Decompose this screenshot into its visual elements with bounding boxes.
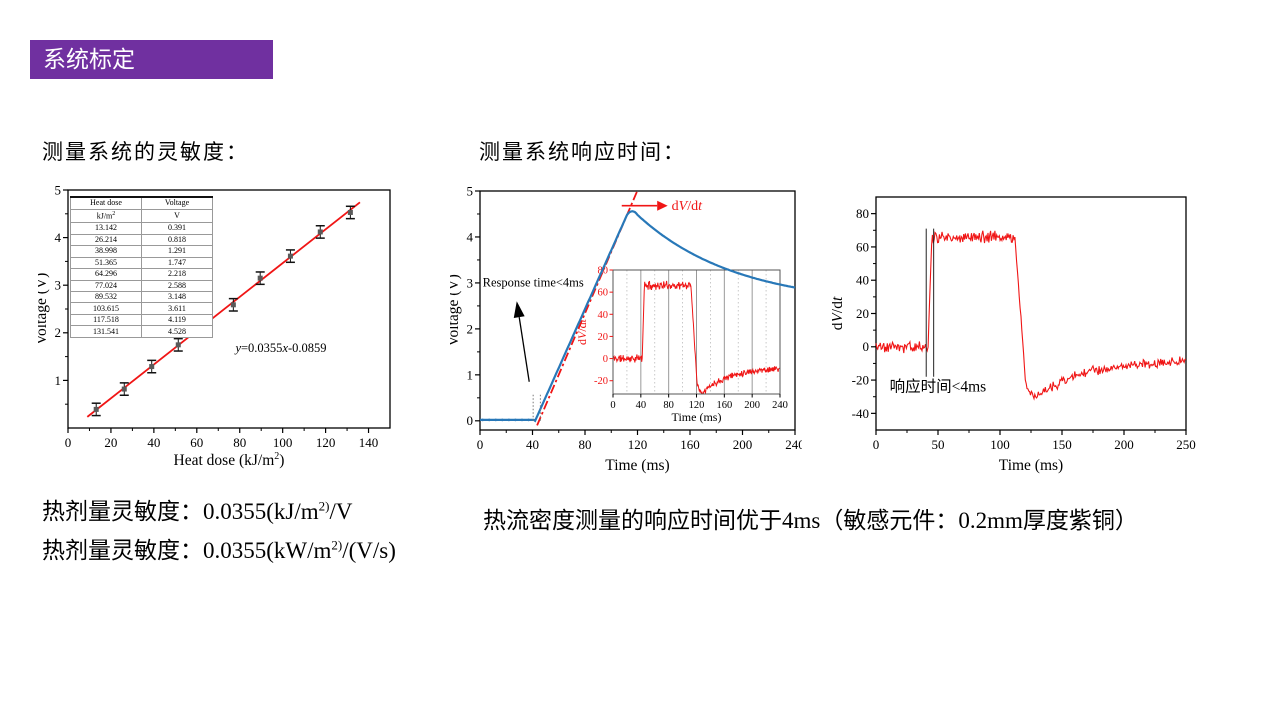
sensitivity-1-label: 热剂量灵敏度：	[42, 499, 203, 524]
sensitivity-2-number: 0.0355(kW/m	[203, 538, 332, 563]
calibration-xlabel: Heat dose (kJ/m2)	[174, 451, 285, 469]
svg-text:40: 40	[636, 400, 647, 411]
sensitivity-2-label: 热剂量灵敏度：	[42, 538, 203, 563]
svg-text:2: 2	[467, 321, 474, 336]
sensitivity-1-unit: /V	[329, 499, 353, 524]
response-arrow	[518, 317, 530, 382]
svg-text:20: 20	[598, 332, 609, 343]
inset-dvdt-curve	[613, 280, 780, 394]
inset-xlabel: Time (ms)	[672, 410, 722, 424]
svg-text:160: 160	[716, 400, 732, 411]
dvdt-curve	[875, 230, 1187, 401]
calibration-ylabel: Voltage (V)	[38, 273, 50, 345]
svg-text:80: 80	[856, 206, 869, 221]
svg-text:240: 240	[785, 437, 802, 452]
svg-text:3: 3	[55, 278, 62, 293]
svg-text:120: 120	[689, 400, 705, 411]
sensitivity-2-unit: /(V/s)	[342, 538, 396, 563]
svg-text:20: 20	[856, 306, 869, 321]
calibration-fit-label: y=0.0355x-0.0859	[233, 341, 326, 355]
svg-text:40: 40	[147, 435, 160, 450]
svg-text:0: 0	[863, 339, 870, 354]
svg-text:60: 60	[598, 288, 609, 299]
svg-text:0: 0	[603, 354, 608, 365]
response-chart: 0 40 80 120 160 200 240 0 1 2 3 4 5 Time (ms) Voltage …	[445, 183, 805, 484]
svg-text:150: 150	[1052, 437, 1072, 452]
svg-text:200: 200	[1114, 437, 1134, 452]
svg-text:160: 160	[680, 437, 700, 452]
dvdt-chart: 0 50 100 150 200 250 -40 -20 0 20 40 60 80 Time (ms) d…	[829, 184, 1204, 479]
svg-text:0: 0	[65, 435, 72, 450]
svg-text:3: 3	[467, 275, 474, 290]
calibration-plot: 0 20 40 60 80 100 120 140 1 2 3 4 5 Heat dose (kJ/m2)…	[33, 182, 391, 469]
svg-text:120: 120	[628, 437, 648, 452]
svg-text:60: 60	[190, 435, 203, 450]
svg-text:4: 4	[467, 229, 474, 244]
svg-text:200: 200	[744, 400, 760, 411]
svg-text:50: 50	[932, 437, 945, 452]
svg-text:0: 0	[467, 413, 474, 428]
svg-text:4: 4	[55, 230, 62, 245]
dvdt-xlabel: Time (ms)	[999, 457, 1063, 474]
svg-text:1: 1	[55, 373, 62, 388]
response-ylabel: Voltage (V)	[450, 274, 462, 346]
slide-title: 系统标定	[30, 40, 273, 79]
dvdt-plot: 0 50 100 150 200 250 -40 -20 0 20 40 60 80 Time (ms) d…	[829, 196, 1196, 474]
response-time-annotation: 响应时间<4ms	[890, 377, 987, 396]
inset-ylabel: dV/dt	[575, 318, 589, 345]
svg-text:80: 80	[233, 435, 246, 450]
svg-text:100: 100	[273, 435, 293, 450]
calibration-fit-line	[86, 201, 361, 418]
svg-text:0: 0	[873, 437, 880, 452]
svg-text:2: 2	[55, 325, 62, 340]
svg-text:-20: -20	[594, 376, 608, 387]
svg-text:0: 0	[477, 437, 484, 452]
svg-text:40: 40	[598, 310, 609, 321]
svg-text:100: 100	[990, 437, 1010, 452]
sensitivity-value-line-1: 热剂量灵敏度：0.0355(kJ/m2)/V	[42, 492, 352, 526]
dvdt-arrowhead	[657, 200, 668, 211]
svg-text:5: 5	[55, 184, 62, 197]
svg-text:1: 1	[467, 367, 474, 382]
sensitivity-section-label: 测量系统的灵敏度：	[42, 140, 249, 164]
sensitivity-1-sup: 2)	[318, 498, 330, 514]
voltage-curve	[480, 210, 796, 423]
dvdt-ylabel: dV/dt	[832, 296, 846, 330]
response-note: 热流密度测量的响应时间优于4ms（敏感元件：0.2mm厚度紫铜）	[483, 508, 1138, 533]
svg-text:0: 0	[610, 400, 615, 411]
sensitivity-value-line-2: 热剂量灵敏度：0.0355(kW/m2)/(V/s)	[42, 531, 396, 565]
svg-text:80: 80	[663, 400, 674, 411]
svg-text:-20: -20	[852, 372, 869, 387]
response-arrowhead	[513, 301, 525, 318]
svg-text:5: 5	[467, 184, 474, 198]
calibration-chart: 0 20 40 60 80 100 120 140 1 2 3 4 5 Heat dose (kJ/m2)…	[33, 182, 394, 476]
svg-text:240: 240	[772, 400, 788, 411]
response-section-label: 测量系统响应时间：	[479, 140, 686, 164]
response-xlabel: Time (ms)	[605, 457, 669, 474]
svg-text:60: 60	[856, 239, 869, 254]
svg-text:20: 20	[104, 435, 117, 450]
response-time-label: Response time<4ms	[483, 276, 584, 290]
slide-title-text: 系统标定	[43, 46, 135, 72]
svg-text:80: 80	[579, 437, 592, 452]
dvdt-arrow-label: dV/dt	[672, 199, 703, 214]
calibration-data-table: Heat dose Voltage kJ/m2 V 13.142 0.391 26.214 0…	[70, 196, 213, 338]
svg-text:250: 250	[1176, 437, 1196, 452]
sensitivity-1-number: 0.0355(kJ/m	[203, 499, 319, 524]
svg-text:-40: -40	[852, 406, 869, 421]
svg-text:40: 40	[526, 437, 539, 452]
svg-text:140: 140	[359, 435, 379, 450]
svg-text:200: 200	[733, 437, 753, 452]
svg-text:40: 40	[856, 273, 869, 288]
sensitivity-2-sup: 2)	[331, 537, 343, 553]
svg-text:120: 120	[316, 435, 336, 450]
